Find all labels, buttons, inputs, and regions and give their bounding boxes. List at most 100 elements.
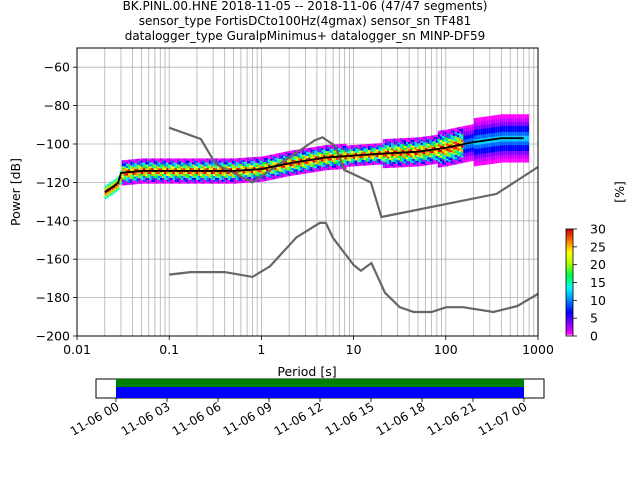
histogram-cell xyxy=(391,154,394,157)
histogram-cell xyxy=(217,171,220,175)
histogram-cell xyxy=(526,146,530,150)
histogram-cell xyxy=(132,182,135,185)
histogram-cell xyxy=(189,171,192,175)
histogram-cell xyxy=(389,150,392,153)
histogram-cell xyxy=(304,171,307,174)
histogram-cell xyxy=(202,166,205,169)
histogram-cell xyxy=(149,158,152,161)
histogram-cell xyxy=(316,169,320,172)
histogram-cell xyxy=(316,163,320,166)
histogram-cell xyxy=(355,158,358,161)
histogram-cell xyxy=(191,173,194,176)
histogram-cell xyxy=(225,164,228,167)
histogram-cell xyxy=(291,150,294,153)
histogram-cell xyxy=(492,128,496,132)
histogram-cell xyxy=(509,114,513,117)
histogram-cell xyxy=(336,167,339,170)
histogram-cell xyxy=(524,118,527,121)
histogram-cell xyxy=(340,153,343,156)
histogram-cell xyxy=(512,120,515,123)
histogram-cell xyxy=(486,160,489,163)
histogram-cell xyxy=(497,141,500,144)
histogram-cell xyxy=(238,177,241,180)
histogram-cell xyxy=(509,152,513,155)
histogram-cell xyxy=(376,151,379,154)
histogram-cell xyxy=(159,171,163,175)
histogram-cell xyxy=(253,176,256,179)
histogram-cell xyxy=(325,145,328,148)
histogram-cell xyxy=(410,162,413,165)
histogram-cell xyxy=(448,155,451,159)
histogram-cell xyxy=(452,139,455,142)
histogram-cell xyxy=(249,161,252,164)
histogram-cell xyxy=(505,129,508,132)
histogram-cell xyxy=(486,116,489,119)
histogram-cell xyxy=(492,115,496,118)
histogram-cell xyxy=(507,121,510,125)
histogram-cell xyxy=(439,136,443,139)
histogram-cell xyxy=(414,158,417,161)
histogram-cell xyxy=(346,145,349,148)
histogram-cell xyxy=(490,121,493,124)
histogram-cell xyxy=(382,156,385,159)
histogram-cell xyxy=(414,141,417,144)
histogram-cell xyxy=(503,125,506,128)
histogram-cell xyxy=(225,162,228,165)
histogram-cell xyxy=(514,135,517,138)
histogram-cell xyxy=(397,140,400,143)
histogram-cell xyxy=(376,149,379,152)
histogram-cell xyxy=(514,160,517,163)
histogram-cell xyxy=(299,172,303,175)
histogram-cell xyxy=(471,145,474,148)
histogram-cell xyxy=(125,161,129,164)
histogram-cell xyxy=(448,136,451,139)
histogram-cell xyxy=(490,117,493,120)
histogram-cell xyxy=(331,159,334,163)
histogram-cell xyxy=(509,135,513,138)
histogram-cell xyxy=(346,151,349,154)
histogram-cell xyxy=(321,147,324,150)
histogram-cell xyxy=(321,159,324,162)
histogram-cell xyxy=(509,143,513,146)
histogram-cell xyxy=(480,119,483,122)
histogram-cell xyxy=(357,144,360,147)
histogram-cell xyxy=(492,126,496,130)
histogram-cell xyxy=(215,173,218,176)
histogram-cell xyxy=(136,160,139,163)
histogram-cell xyxy=(456,154,460,157)
histogram-cell xyxy=(295,166,298,170)
histogram-cell xyxy=(223,162,226,165)
histogram-cell xyxy=(138,166,141,169)
histogram-cell xyxy=(136,181,139,185)
histogram-cell xyxy=(380,150,383,153)
histogram-cell xyxy=(376,156,379,160)
histogram-cell xyxy=(450,161,453,164)
histogram-cell xyxy=(408,145,411,148)
histogram-cell xyxy=(174,173,177,176)
histogram-cell xyxy=(412,164,415,167)
histogram-cell xyxy=(140,171,143,175)
histogram-cell xyxy=(249,176,252,179)
histogram-cell xyxy=(293,163,296,166)
histogram-cell xyxy=(463,129,466,133)
histogram-cell xyxy=(520,160,523,163)
histogram-cell xyxy=(509,148,513,152)
histogram-cell xyxy=(410,143,413,146)
histogram-cell xyxy=(268,160,271,164)
histogram-cell xyxy=(278,158,281,161)
histogram-cell xyxy=(289,166,292,169)
histogram-cell xyxy=(302,148,305,151)
histogram-cell xyxy=(509,156,513,159)
histogram-cell xyxy=(327,148,330,151)
histogram-cell xyxy=(456,146,460,149)
chart-title-line-2: sensor_type FortisDCto100Hz(4gmax) senso… xyxy=(139,14,471,28)
histogram-cell xyxy=(480,142,483,145)
histogram-cell xyxy=(461,145,464,148)
histogram-cell xyxy=(121,177,124,180)
histogram-cell xyxy=(520,116,523,119)
histogram-cell xyxy=(482,118,485,121)
histogram-cell xyxy=(359,146,362,149)
histogram-cell xyxy=(208,179,211,182)
histogram-cell xyxy=(395,146,398,149)
histogram-cell xyxy=(134,164,137,168)
